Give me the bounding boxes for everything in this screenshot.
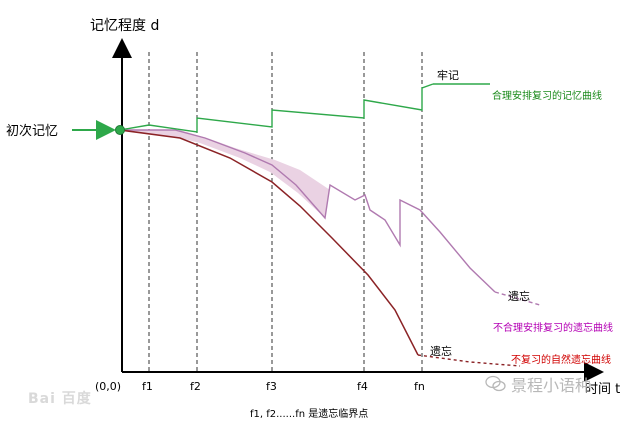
tick-f2: f2 bbox=[190, 380, 201, 393]
y-axis-label: 记忆程度 d bbox=[90, 18, 159, 34]
critical-lines bbox=[148, 52, 423, 372]
label-natural-curve: 不复习的自然遗忘曲线 bbox=[511, 353, 611, 366]
natural-forgetting-curve-tail bbox=[417, 354, 521, 367]
caption: f1, f2......fn 是遗忘临界点 bbox=[250, 407, 368, 420]
label-forget-lower: 遗忘 bbox=[430, 344, 452, 358]
natural-forgetting-curve bbox=[119, 129, 419, 356]
label-unreasonable-curve: 不合理安排复习的遗忘曲线 bbox=[493, 321, 613, 334]
origin-label: (0,0) bbox=[95, 380, 121, 393]
label-reasonable-curve: 合理安排复习的记忆曲线 bbox=[492, 89, 602, 102]
brand-watermark-text: 景程小语种 bbox=[511, 376, 592, 395]
label-firm: 牢记 bbox=[437, 68, 459, 82]
brand-watermark: 景程小语种 bbox=[485, 372, 591, 396]
label-forget-upper: 遗忘 bbox=[508, 289, 530, 303]
unreasonable-review-curve-tail bbox=[494, 291, 541, 306]
x-axis-label: 时间 t bbox=[585, 382, 620, 397]
first-memory-label: 初次记忆 bbox=[6, 123, 58, 139]
tick-fn: fn bbox=[414, 380, 425, 393]
unreasonable-review-curve bbox=[120, 129, 496, 293]
pink-band bbox=[120, 130, 330, 218]
chat-bubbles-icon bbox=[485, 375, 507, 393]
tick-f3: f3 bbox=[266, 380, 277, 393]
baidu-watermark: Bai 百度 bbox=[28, 391, 92, 407]
tick-f1: f1 bbox=[142, 380, 153, 393]
tick-f4: f4 bbox=[357, 380, 368, 393]
initial-memory-dot bbox=[115, 125, 125, 135]
reasonable-review-curve bbox=[119, 83, 434, 133]
